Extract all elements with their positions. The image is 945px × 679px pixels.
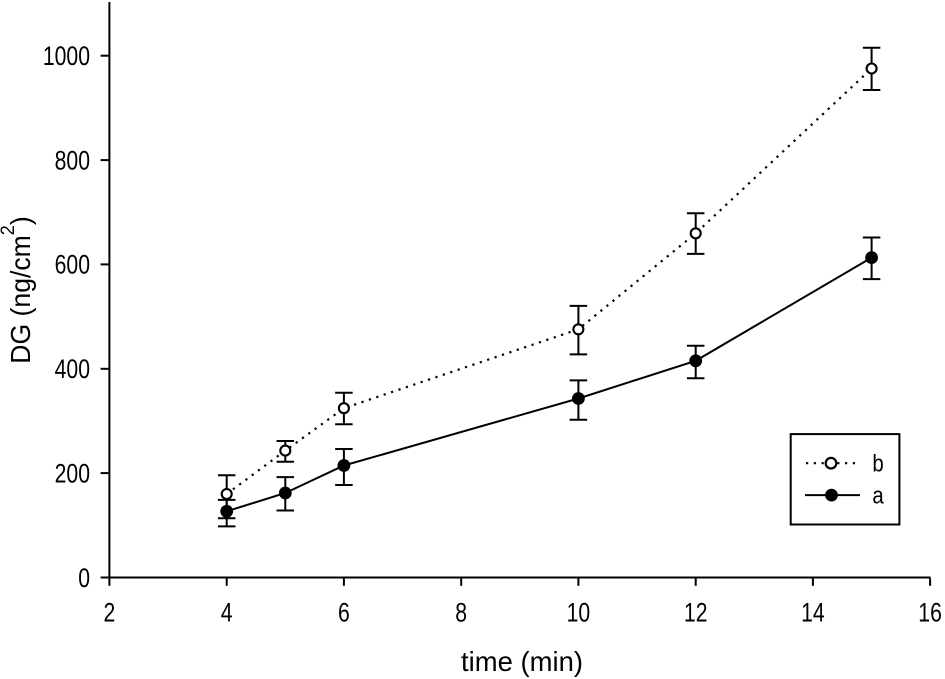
svg-text:2: 2 [104,598,116,628]
svg-text:a: a [872,482,884,509]
svg-text:6: 6 [338,598,350,628]
svg-text:400: 400 [55,355,90,385]
svg-text:0: 0 [78,564,90,594]
svg-text:800: 800 [55,146,90,176]
svg-text:200: 200 [55,459,90,489]
svg-text:8: 8 [455,598,467,628]
svg-text:10: 10 [567,598,591,628]
svg-text:DG (ng/cm2): DG (ng/cm2) [0,216,36,363]
svg-text:14: 14 [801,598,825,628]
svg-text:b: b [872,450,883,477]
svg-text:12: 12 [684,598,708,628]
svg-text:1000: 1000 [43,42,90,72]
svg-text:4: 4 [221,598,233,628]
svg-text:time (min): time (min) [461,646,583,677]
svg-text:16: 16 [918,598,942,628]
svg-text:600: 600 [55,251,90,281]
